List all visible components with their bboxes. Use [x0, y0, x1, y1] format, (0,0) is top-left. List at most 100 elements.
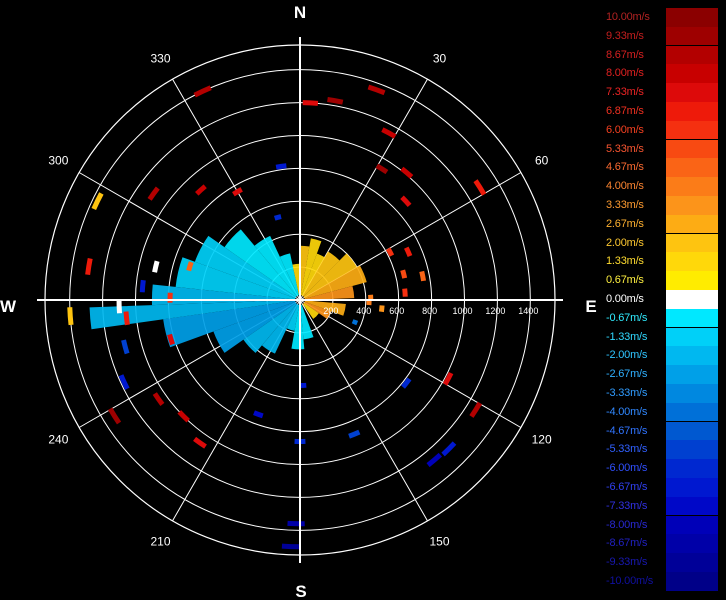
- range-label: 800: [422, 306, 437, 316]
- legend-entry: -3.33m/s: [606, 384, 718, 403]
- velocity-sector: [286, 304, 300, 331]
- legend-entry: -5.33m/s: [606, 440, 718, 459]
- velocity-gate: [378, 305, 385, 313]
- legend-label: 0.67m/s: [606, 274, 644, 287]
- velocity-sector: [300, 245, 310, 296]
- legend-label: 0.00m/s: [606, 293, 644, 305]
- velocity-gate: [152, 260, 160, 273]
- legend-label: 1.33m/s: [606, 255, 644, 268]
- velocity-sector: [302, 251, 340, 297]
- legend-swatch: [666, 233, 718, 253]
- legend-label: -4.00m/s: [606, 405, 648, 418]
- velocity-gate: [85, 257, 93, 275]
- legend-label: 8.67m/s: [606, 48, 644, 61]
- cardinal-label-w: W: [0, 297, 17, 316]
- velocity-sector: [194, 235, 296, 299]
- velocity-gate: [232, 187, 243, 197]
- legend-label: 8.00m/s: [606, 67, 644, 80]
- velocity-gate: [123, 311, 130, 326]
- legend-label: -2.00m/s: [606, 349, 648, 362]
- legend-entry: -10.00m/s: [606, 572, 718, 591]
- legend-swatch: [666, 196, 718, 215]
- legend-label: 6.87m/s: [606, 105, 644, 117]
- legend-label: -8.67m/s: [606, 537, 648, 550]
- radar-ppi-plot: 200 400 600 800 1000 1200 1400 30 60 120 150 210 240…: [0, 3, 597, 600]
- velocity-gate: [401, 377, 412, 389]
- velocity-sector: [261, 303, 298, 354]
- legend-swatch: [666, 8, 718, 27]
- legend-swatch: [666, 478, 718, 497]
- legend-swatch: [666, 553, 718, 572]
- legend-swatch: [666, 252, 718, 271]
- legend-swatch: [666, 139, 718, 159]
- legend-entry: 4.00m/s: [606, 177, 718, 196]
- range-label: 600: [389, 306, 404, 316]
- legend-swatch: [666, 308, 718, 328]
- bearing-label: 210: [150, 535, 170, 549]
- bearing-spoke: [299, 299, 428, 522]
- velocity-gate: [367, 84, 386, 96]
- legend-entry: -8.00m/s: [606, 515, 718, 535]
- bearing-label: 30: [433, 51, 447, 65]
- legend-entry: -2.00m/s: [606, 346, 718, 365]
- legend-entry: 6.00m/s: [606, 120, 718, 140]
- legend-label: 2.67m/s: [606, 217, 644, 230]
- velocity-sector: [300, 238, 322, 296]
- polar-labels: 200 400 600 800 1000 1200 1400 30 60 120 150 210 240…: [0, 3, 597, 600]
- legend-swatch: [666, 572, 718, 591]
- legend-label: -9.33m/s: [606, 556, 648, 569]
- legend-swatch: [666, 384, 718, 403]
- legend-entry: 1.33m/s: [606, 252, 718, 271]
- bearing-label: 60: [535, 154, 549, 168]
- velocity-gate: [375, 163, 389, 175]
- legend-swatch: [666, 534, 718, 553]
- legend-swatch: [666, 402, 718, 422]
- legend-swatch: [666, 177, 718, 196]
- legend-entry: 9.33m/s: [606, 26, 718, 46]
- velocity-gate: [302, 100, 319, 106]
- bearing-label: 120: [532, 433, 552, 447]
- legend-label: 4.00m/s: [606, 180, 644, 193]
- legend-entry: 8.00m/s: [606, 64, 718, 83]
- legend-swatch: [666, 421, 718, 441]
- velocity-gate: [400, 269, 408, 279]
- range-label: 1000: [453, 306, 473, 316]
- range-label: 1400: [518, 306, 538, 316]
- legend-entry: -8.67m/s: [606, 534, 718, 553]
- legend-swatch: [666, 214, 718, 234]
- velocity-gate: [419, 270, 427, 282]
- velocity-gate: [348, 429, 361, 439]
- bearing-spoke: [299, 299, 522, 428]
- legend-entry: -7.33m/s: [606, 496, 718, 516]
- bearing-label: 300: [48, 154, 68, 168]
- cardinal-label-e: E: [585, 297, 596, 316]
- velocity-data-layer: [67, 84, 487, 550]
- bearing-label: 330: [150, 51, 170, 65]
- legend-entry: -6.00m/s: [606, 459, 718, 478]
- legend-entry: 0.67m/s: [606, 271, 718, 290]
- velocity-gate: [400, 195, 412, 208]
- legend-swatch: [666, 346, 718, 365]
- legend-swatch: [666, 515, 718, 535]
- velocity-sector: [304, 300, 346, 316]
- velocity-sector: [243, 302, 297, 353]
- legend-label: 10.00m/s: [606, 11, 650, 23]
- legend-entry: 2.67m/s: [606, 214, 718, 234]
- velocity-gate: [469, 401, 483, 418]
- velocity-sector: [300, 304, 314, 340]
- velocity-gate: [107, 407, 122, 425]
- bearing-label: 150: [429, 535, 449, 549]
- legend-label: -6.67m/s: [606, 481, 648, 493]
- legend-swatch: [666, 26, 718, 46]
- velocity-sector: [303, 253, 357, 298]
- velocity-gate: [167, 333, 175, 346]
- velocity-gate: [147, 186, 160, 201]
- legend-label: 4.67m/s: [606, 161, 644, 174]
- velocity-sector: [292, 263, 300, 296]
- velocity-gate: [193, 85, 212, 98]
- legend-swatch: [666, 102, 718, 121]
- legend-swatch: [666, 459, 718, 478]
- velocity-gate: [381, 127, 397, 139]
- legend-label: -2.67m/s: [606, 368, 648, 381]
- velocity-gate: [118, 374, 130, 390]
